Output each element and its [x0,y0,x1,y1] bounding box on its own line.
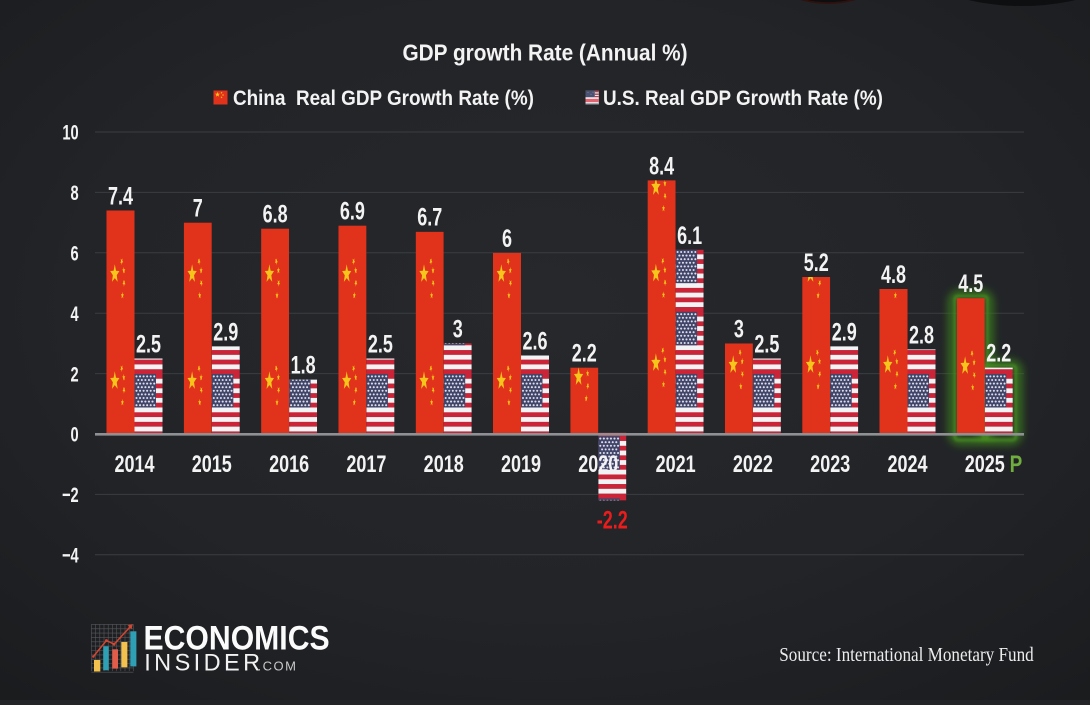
svg-text:2019: 2019 [501,452,541,478]
svg-text:6.7: 6.7 [417,203,442,232]
svg-text:U.S. Real GDP Growth Rate (%): U.S. Real GDP Growth Rate (%) [603,87,883,110]
svg-text:6.1: 6.1 [677,221,702,250]
svg-text:Source: International Monetary: Source: International Monetary Fund [779,644,1034,667]
svg-text:7.4: 7.4 [108,182,133,211]
svg-text:.COM: .COM [258,659,298,674]
svg-text:2.9: 2.9 [832,317,857,346]
svg-text:2.2: 2.2 [572,339,597,368]
svg-text:6: 6 [70,241,78,266]
svg-text:2018: 2018 [424,452,464,478]
svg-text:6.8: 6.8 [263,200,288,229]
svg-text:INSIDER: INSIDER [144,649,263,676]
svg-text:6: 6 [502,224,512,253]
svg-text:2.8: 2.8 [909,320,934,349]
svg-text:0: 0 [70,422,78,447]
svg-text:3: 3 [734,314,744,343]
svg-text:P: P [1010,451,1023,478]
svg-text:2016: 2016 [269,452,309,478]
svg-text:4.8: 4.8 [881,260,906,289]
svg-text:4.5: 4.5 [958,269,983,298]
svg-text:2022: 2022 [733,452,773,478]
svg-text:3: 3 [453,314,463,343]
svg-text:ECONOMICS: ECONOMICS [144,619,330,657]
svg-text:2.5: 2.5 [136,330,161,359]
svg-text:6.9: 6.9 [340,197,365,226]
svg-text:2.5: 2.5 [754,330,779,359]
svg-text:1.8: 1.8 [291,351,316,380]
svg-text:GDP growth Rate (Annual %): GDP growth Rate (Annual %) [402,40,687,66]
svg-text:8: 8 [70,180,78,205]
svg-text:China Real GDP Growth Rate (%: China Real GDP Growth Rate (%) [233,87,534,110]
svg-text:2023: 2023 [810,452,850,478]
svg-text:2.9: 2.9 [213,317,238,346]
svg-text:2.6: 2.6 [522,327,547,356]
svg-text:7: 7 [193,194,203,223]
svg-text:2017: 2017 [346,452,386,478]
svg-text:2.2: 2.2 [986,339,1011,368]
svg-text:2020: 2020 [578,452,618,478]
svg-text:2015: 2015 [192,452,232,478]
svg-text:8.4: 8.4 [649,151,674,180]
svg-text:-2.2: -2.2 [597,505,628,534]
svg-text:2024: 2024 [887,452,927,478]
svg-text:4: 4 [70,301,79,326]
svg-text:2014: 2014 [114,452,154,478]
svg-text:2025: 2025 [965,452,1005,478]
svg-text:10: 10 [62,120,78,145]
svg-text:5.2: 5.2 [804,248,829,277]
svg-text:−2: −2 [62,482,79,507]
svg-text:2021: 2021 [656,452,696,478]
svg-text:−4: −4 [62,543,79,568]
svg-text:2: 2 [70,361,78,386]
svg-text:2.5: 2.5 [368,330,393,359]
